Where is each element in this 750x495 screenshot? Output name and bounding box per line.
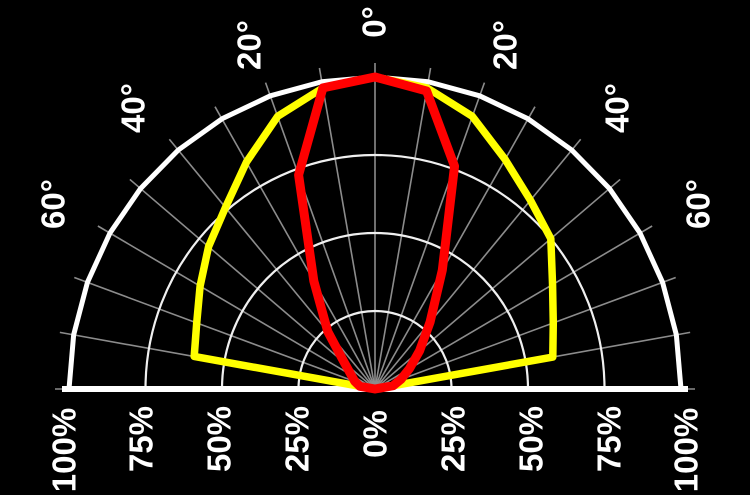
grid-ring-75 [144,153,606,390]
angle-label-60-right: 60° [679,179,717,229]
narrow-beam-curve [294,72,460,394]
radial-label-50-right: 50% [512,405,550,473]
grid-spoke--60 [97,225,376,390]
radial-label-75-right: 75% [590,405,628,473]
grid-spoke-40 [374,138,582,390]
radial-label-25-left: 25% [278,405,316,473]
grid-spoke--50 [129,178,376,390]
grid-spoke-30 [374,106,536,390]
radial-label-75-left: 75% [122,405,160,473]
radial-label-50-left: 50% [200,405,238,473]
radial-label-25-right: 25% [434,405,472,473]
radial-label-100-right: 100% [667,407,705,493]
grid-ring-25 [297,309,453,390]
grid-spoke-60 [374,225,653,390]
angle-label-0: 0° [355,6,393,38]
angle-label-40-right: 40° [598,83,636,133]
angle-label-20-left: 20° [230,20,268,70]
grid-spoke--10 [318,67,376,390]
grid-spoke-70 [374,276,676,390]
grid-spoke--30 [214,106,376,390]
angle-label-40-left: 40° [114,83,152,133]
grid-spoke--70 [74,276,376,390]
angle-label-60-left: 60° [34,179,72,229]
grid-spoke-20 [374,82,486,390]
grid-ring-50 [220,231,530,390]
grid-spoke-10 [374,67,432,390]
radial-label-100-left: 100% [45,407,83,493]
grid-spoke--20 [264,82,376,390]
radial-label-0: 0% [356,410,394,458]
angle-label-20-right: 20° [486,20,524,70]
